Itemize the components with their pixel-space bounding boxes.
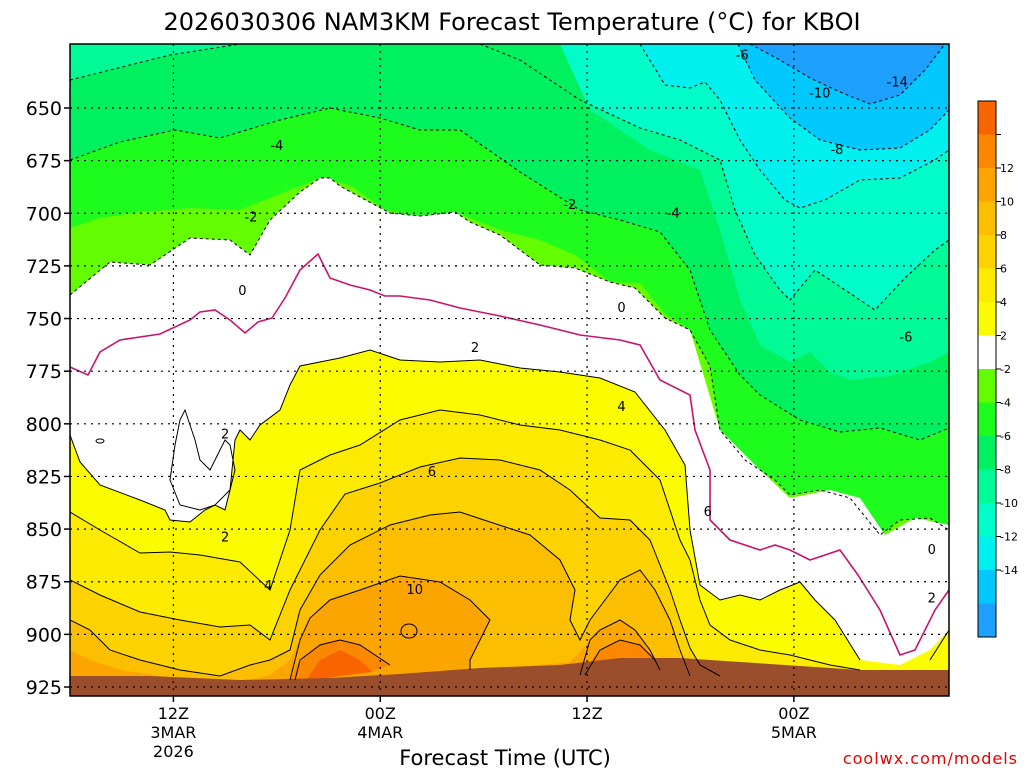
contour-line-minus10 [737, 44, 949, 151]
contour-line-minus8 [639, 44, 949, 209]
chart-title: 2026030306 NAM3KM Forecast Temperature (… [163, 8, 860, 36]
colorbar-swatch [978, 436, 996, 470]
filled-field [70, 44, 949, 696]
contour-label: 2 [471, 341, 479, 356]
x-tick-label: 12Z [158, 704, 189, 723]
colorbar-swatch [978, 503, 996, 537]
contour-label: -4 [667, 206, 680, 221]
contour-labels: -14 -10 -8 -6 -6 -4 -4 -2 -2 0 0 0 2 2 2 2 4 4 6 6 10 [221, 48, 936, 606]
contour-label: 4 [617, 400, 625, 415]
contour-label: 2 [221, 531, 229, 546]
contour-label: -2 [244, 210, 257, 225]
colorbar-swatch [978, 369, 996, 403]
contour-line-10 [289, 575, 661, 681]
contour-line-2-island [169, 408, 236, 511]
y-tick-label: 825 [26, 466, 62, 488]
x-tick-label: 4MAR [357, 723, 403, 742]
colorbar-label: 4 [1000, 296, 1007, 309]
colorbar-label: 10 [1000, 196, 1014, 209]
colorbar-swatch [978, 268, 996, 303]
y-tick-label: 650 [26, 98, 62, 120]
contour-line-0 [70, 252, 949, 656]
y-tick-label: 925 [26, 677, 62, 699]
contour-label: -8 [830, 143, 843, 158]
y-tick-label: 875 [26, 572, 62, 594]
contour-line-12 [294, 639, 656, 681]
colorbar-swatch [978, 134, 996, 169]
contour-label: 2 [221, 427, 229, 442]
y-tick-label: 725 [26, 256, 62, 278]
contour-label: 6 [704, 505, 712, 520]
contour-label: -6 [899, 330, 912, 345]
colorbar-label: -12 [1000, 531, 1018, 544]
contour-label: 4 [264, 579, 272, 594]
x-tick-label: 5MAR [771, 723, 817, 742]
contour-label: -10 [809, 86, 830, 101]
colorbar-label: -8 [1000, 464, 1011, 477]
y-tick-label: 775 [26, 361, 62, 383]
colorbar-label: -10 [1000, 497, 1018, 510]
contour-label: -4 [270, 139, 283, 154]
colorbar-label: -4 [1000, 397, 1011, 410]
plot-frame [69, 43, 950, 697]
contour-line-2-cell [95, 438, 105, 444]
contour-line-4 [70, 409, 861, 671]
colorbar-label: -6 [1000, 430, 1011, 443]
colorbar-label: -14 [1000, 564, 1018, 577]
colorbar-swatch [978, 168, 996, 202]
colorbar-swatch [978, 235, 996, 269]
x-tick-label: 2026 [153, 742, 194, 761]
colorbar-label: 6 [1000, 263, 1007, 276]
credit-text: coolwx.com/models [843, 749, 1018, 768]
contour-label: -6 [736, 48, 749, 63]
y-tick-label: 675 [26, 151, 62, 173]
contour-label: -14 [887, 76, 908, 91]
x-axis-label: Forecast Time (UTC) [399, 746, 611, 768]
band-ge-14 [305, 650, 372, 682]
band-10-to-12 [70, 576, 660, 696]
y-tick-label: 900 [26, 624, 62, 646]
colorbar-swatch [978, 536, 996, 571]
contour-line-minus4 [70, 107, 949, 441]
x-tick-label: 00Z [365, 704, 396, 723]
contour-label: 10 [406, 583, 423, 598]
x-tick-label: 00Z [778, 704, 809, 723]
contour-label: 0 [238, 284, 246, 299]
colorbar-swatch [978, 101, 996, 135]
contour-line-minus2 [70, 177, 949, 536]
contour-line-10-cell [400, 623, 418, 639]
contour-label: -2 [563, 198, 576, 213]
colorbar-swatch [978, 469, 996, 504]
colorbar-label: 2 [1000, 330, 1007, 343]
colorbar-label: 12 [1000, 162, 1014, 175]
contour-label: 2 [928, 592, 936, 607]
y-tick-label: 850 [26, 519, 62, 541]
contour-line-8 [70, 511, 691, 677]
y-tick-label: 750 [26, 309, 62, 331]
contour-label: 0 [928, 543, 936, 558]
x-tick-label: 12Z [571, 704, 602, 723]
contour-line-6 [70, 457, 721, 677]
colorbar-swatch [978, 603, 996, 638]
colorbar-swatch [978, 302, 996, 336]
x-tick-label: 3MAR [150, 723, 196, 742]
contour-line-minus6 [70, 44, 949, 311]
y-tick-label: 800 [26, 414, 62, 436]
colorbar-swatch [978, 201, 996, 236]
contour-lines [70, 44, 949, 681]
colorbar-swatch [978, 570, 996, 604]
colorbar: 12 10 8 6 4 2 -2 -4 -6 -8 -10 -12 -14 [977, 100, 1018, 638]
contour-line-2 [70, 349, 949, 661]
colorbar-label: 8 [1000, 229, 1007, 242]
colorbar-label: -2 [1000, 363, 1011, 376]
colorbar-swatch [978, 402, 996, 437]
y-axis: 650 675 700 725 750 775 800 825 850 875 900 925 [26, 98, 70, 699]
y-tick-label: 700 [26, 203, 62, 225]
contour-label: 0 [617, 301, 625, 316]
contour-label: 6 [428, 465, 436, 480]
colorbar-swatch [978, 335, 996, 370]
